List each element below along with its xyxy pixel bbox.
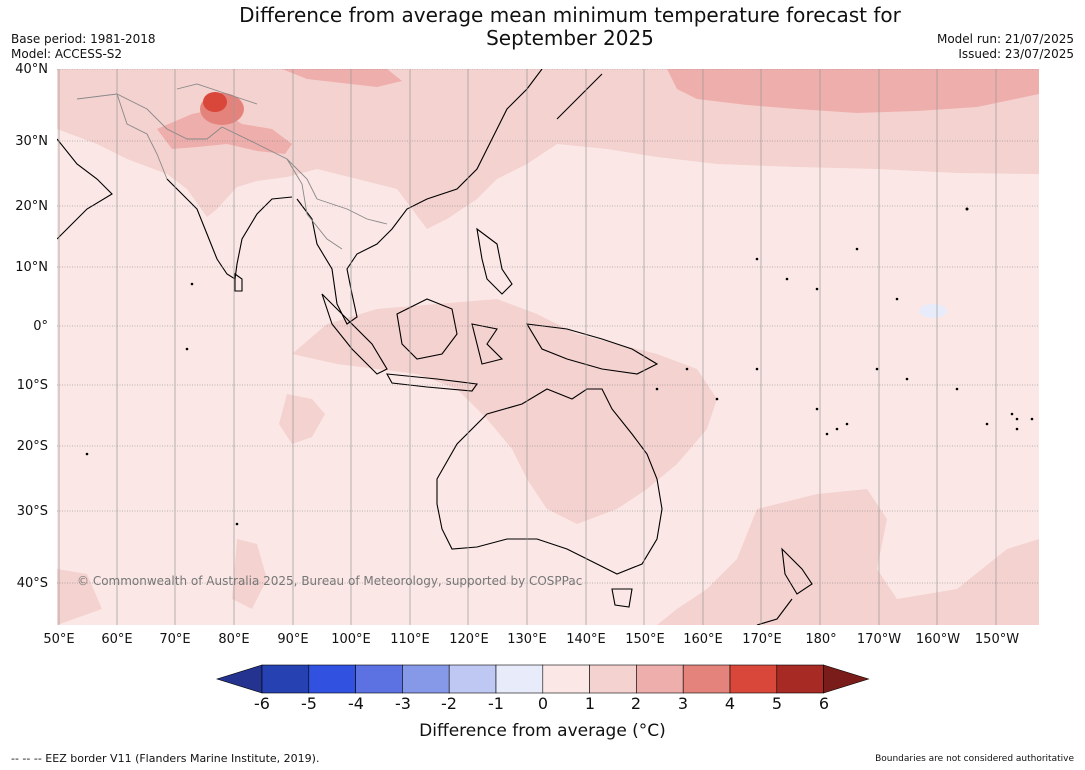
anomaly-south-indian-1-2 <box>232 539 267 609</box>
colorbar-tick-4: 4 <box>724 694 736 713</box>
lat-label-40n: 40°N <box>15 62 48 77</box>
coast-india <box>166 178 293 280</box>
country-borders <box>76 83 388 250</box>
anomaly-south-pacific-1-2 <box>657 489 1039 625</box>
anomaly-band-north-1-2 <box>57 69 1039 229</box>
lon-label-60e: 60°E <box>101 632 133 647</box>
coast-tasmania <box>611 588 633 608</box>
lat-label-10s: 10°S <box>16 378 48 393</box>
lon-label-110e: 110°E <box>390 632 430 647</box>
model-run: Model run: 21/07/2025 <box>936 32 1074 46</box>
colorbar-cell <box>589 664 637 694</box>
colorbar-tick-6: 6 <box>818 694 830 713</box>
colorbar-tick-1: 1 <box>584 694 596 713</box>
lon-label-130e: 130°E <box>507 632 547 647</box>
lat-label-30n: 30°N <box>15 134 48 149</box>
base-period: Base period: 1981-2018 <box>11 32 156 46</box>
colorbar-tick-3: 3 <box>677 694 689 713</box>
meridians <box>58 69 997 625</box>
colorbar-tick-5: 5 <box>771 694 783 713</box>
coast-java <box>386 373 478 392</box>
lon-label-180: 180° <box>805 632 837 647</box>
coast-nz-north <box>781 547 813 595</box>
colorbar <box>215 664 870 694</box>
colorbar-tick-neg5: -5 <box>301 694 317 713</box>
lat-label-30s: 30°S <box>16 504 48 519</box>
colorbar-cell <box>729 664 778 694</box>
colorbar-cell <box>495 664 544 694</box>
forecast-map <box>57 69 1039 625</box>
coast-newguinea <box>525 323 659 375</box>
lat-label-20s: 20°S <box>16 439 48 454</box>
title-line-1: Difference from average mean minimum tem… <box>239 3 901 27</box>
lon-label-160w: 160°W <box>915 632 961 647</box>
coast-srilanka <box>234 272 243 292</box>
lat-label-0: 0° <box>33 319 48 334</box>
colorbar-cell <box>682 664 731 694</box>
lon-label-100e: 100°E <box>331 632 371 647</box>
colorbar-tick-neg3: -3 <box>395 694 411 713</box>
colorbar-extend-high <box>823 664 870 694</box>
anomaly-indian-ocean-1-2 <box>279 394 325 444</box>
anomaly-band-eastasia-2-3 <box>282 69 402 87</box>
coast-arabia <box>57 138 113 240</box>
colorbar-tick-0: 0 <box>537 694 549 713</box>
colorbar-cell <box>355 664 403 694</box>
map-title: Difference from average mean minimum tem… <box>200 4 940 50</box>
lon-label-150e: 150°E <box>625 632 665 647</box>
copyright-notice: © Commonwealth of Australia 2025, Bureau… <box>77 574 583 588</box>
colorbar-cell <box>308 664 356 694</box>
lon-label-160e: 160°E <box>683 632 723 647</box>
anomaly-hotspot-2-3 <box>157 109 292 154</box>
lat-label-20n: 20°N <box>15 199 48 214</box>
coast-philippines <box>476 227 513 295</box>
colorbar-tick-neg4: -4 <box>348 694 364 713</box>
lon-label-170w: 170°W <box>856 632 902 647</box>
meta-left: Base period: 1981-2018 Model: ACCESS-S2 <box>11 32 156 62</box>
anomaly-hotspot-4-5 <box>203 92 227 112</box>
colorbar-cell <box>636 664 684 694</box>
colorbar-tick-neg6: -6 <box>254 694 270 713</box>
issued-date: Issued: 23/07/2025 <box>958 47 1074 61</box>
lon-label-70e: 70°E <box>159 632 191 647</box>
anomaly-maritime-1-2 <box>292 299 717 524</box>
colorbar-cell <box>261 664 310 694</box>
colorbar-cell <box>542 664 590 694</box>
coastlines <box>57 69 813 625</box>
lon-label-170e: 170°E <box>742 632 782 647</box>
colorbar-tick-neg2: -2 <box>441 694 457 713</box>
coast-japan <box>556 73 603 120</box>
meta-right: Model run: 21/07/2025 Issued: 23/07/2025 <box>937 32 1074 62</box>
coast-seasia <box>296 69 543 325</box>
lon-label-120e: 120°E <box>449 632 489 647</box>
anomaly-south-westernedge-1-2 <box>57 569 102 625</box>
lon-label-80e: 80°E <box>218 632 250 647</box>
colorbar-cell <box>448 664 497 694</box>
lon-label-150w: 150°W <box>974 632 1020 647</box>
boundaries-disclaimer: Boundaries are not considered authoritat… <box>875 754 1074 764</box>
coast-nz-south <box>756 598 793 625</box>
lon-label-50e: 50°E <box>43 632 75 647</box>
coast-borneo <box>396 298 458 360</box>
coast-sulawesi <box>471 323 504 365</box>
anomaly-band-north-2-3 <box>667 69 1039 113</box>
colorbar-label: Difference from average (°C) <box>419 721 666 741</box>
lon-label-90e: 90°E <box>277 632 309 647</box>
coast-australia <box>436 388 663 575</box>
lon-label-140e: 140°E <box>566 632 606 647</box>
colorbar-tick-2: 2 <box>630 694 642 713</box>
anomaly-negative-patch <box>919 304 947 318</box>
colorbar-cell <box>402 664 450 694</box>
model-name: Model: ACCESS-S2 <box>11 47 123 61</box>
lat-label-10n: 10°N <box>15 260 48 275</box>
colorbar-tick-neg1: -1 <box>488 694 504 713</box>
lat-label-40s: 40°S <box>16 576 48 591</box>
colorbar-extend-low <box>215 664 263 694</box>
pacific-islands <box>85 207 1034 526</box>
eez-border-note: -- -- -- EEZ border V11 (Flanders Marine… <box>11 752 320 765</box>
gridlines <box>57 69 1039 584</box>
title-line-2: September 2025 <box>486 26 654 50</box>
colorbar-cell <box>776 664 824 694</box>
